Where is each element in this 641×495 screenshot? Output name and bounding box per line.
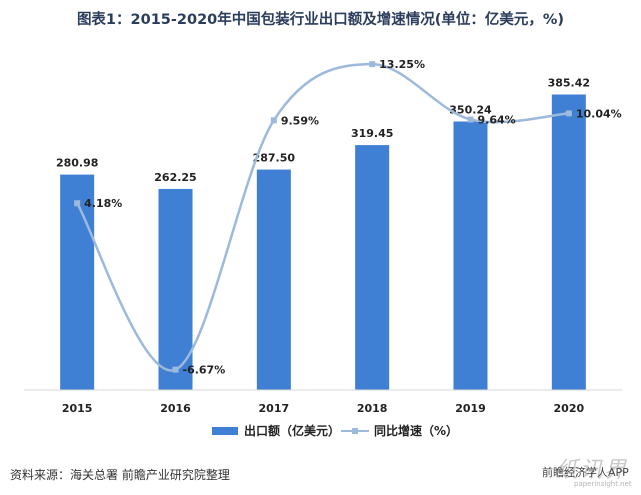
growth-label-2016: -6.67% [183, 364, 226, 377]
legend-item-export: 出口额（亿美元） [212, 422, 340, 439]
point-2020 [565, 110, 572, 117]
x-tick-2017: 2017 [259, 402, 290, 415]
watermark-url: paperinsight.net [574, 480, 632, 488]
x-tick-2015: 2015 [62, 402, 93, 415]
bar-label-2018: 319.45 [351, 127, 393, 140]
watermark-app: 前瞻经济学人APP [542, 466, 629, 479]
legend-label-growth: 同比增速（%） [374, 424, 459, 438]
point-2016 [172, 366, 179, 373]
chart-title: 图表1：2015-2020年中国包装行业出口额及增速情况(单位：亿美元，%) [76, 12, 565, 28]
bar-2016 [158, 188, 193, 390]
bar-label-2020: 385.42 [548, 77, 590, 90]
point-2018 [369, 61, 376, 68]
bar-2018 [355, 145, 390, 390]
x-tick-2016: 2016 [160, 402, 191, 415]
point-2019 [467, 116, 474, 123]
growth-line [76, 62, 569, 372]
growth-label-2018: 13.25% [379, 58, 425, 71]
x-tick-2019: 2019 [455, 402, 486, 415]
growth-label-2020: 10.04% [576, 107, 622, 120]
legend-swatch-line [341, 427, 369, 434]
x-tick-2018: 2018 [357, 402, 388, 415]
growth-label-2017: 9.59% [281, 114, 319, 127]
bar-label-2015: 280.98 [56, 157, 98, 170]
bar-series [60, 94, 586, 391]
legend-item-growth: 同比增速（%） [340, 422, 458, 439]
growth-label-2015: 4.18% [84, 197, 122, 210]
point-2015 [74, 200, 81, 207]
legend-label-export: 出口额（亿美元） [244, 424, 341, 438]
bar-2015 [60, 174, 95, 390]
legend: 出口额（亿美元） 同比增速（%） [0, 422, 641, 442]
bar-2017 [256, 169, 291, 390]
chart-area: 280.98 262.25 287.50 319.45 350.24 385.42 4.1… [24, 58, 622, 415]
watermark-text: 纸讯界 [556, 458, 629, 483]
bar-label-2017: 287.50 [253, 152, 296, 165]
legend-swatch-bar [212, 426, 238, 435]
source-note: 资料来源：海关总署 前瞻产业研究院整理 [10, 468, 230, 482]
bar-label-2019: 350.24 [449, 103, 492, 116]
growth-points [74, 61, 572, 373]
point-2017 [270, 117, 277, 124]
x-axis-tick-labels: 2015 2016 2017 2018 2019 2020 [62, 402, 585, 415]
bar-value-labels: 280.98 262.25 287.50 319.45 350.24 385.42 [56, 77, 590, 184]
watermark-logo: 纸讯界 前瞻经济学人APP paperinsight.net [534, 452, 638, 492]
bar-2020 [551, 94, 586, 391]
x-tick-2020: 2020 [554, 402, 585, 415]
bar-label-2016: 262.25 [154, 171, 196, 184]
growth-value-labels: 4.18% -6.67% 9.59% 13.25% 9.64% 10.04% [84, 58, 621, 376]
bar-2019 [453, 121, 488, 390]
growth-label-2019: 9.64% [478, 114, 516, 127]
